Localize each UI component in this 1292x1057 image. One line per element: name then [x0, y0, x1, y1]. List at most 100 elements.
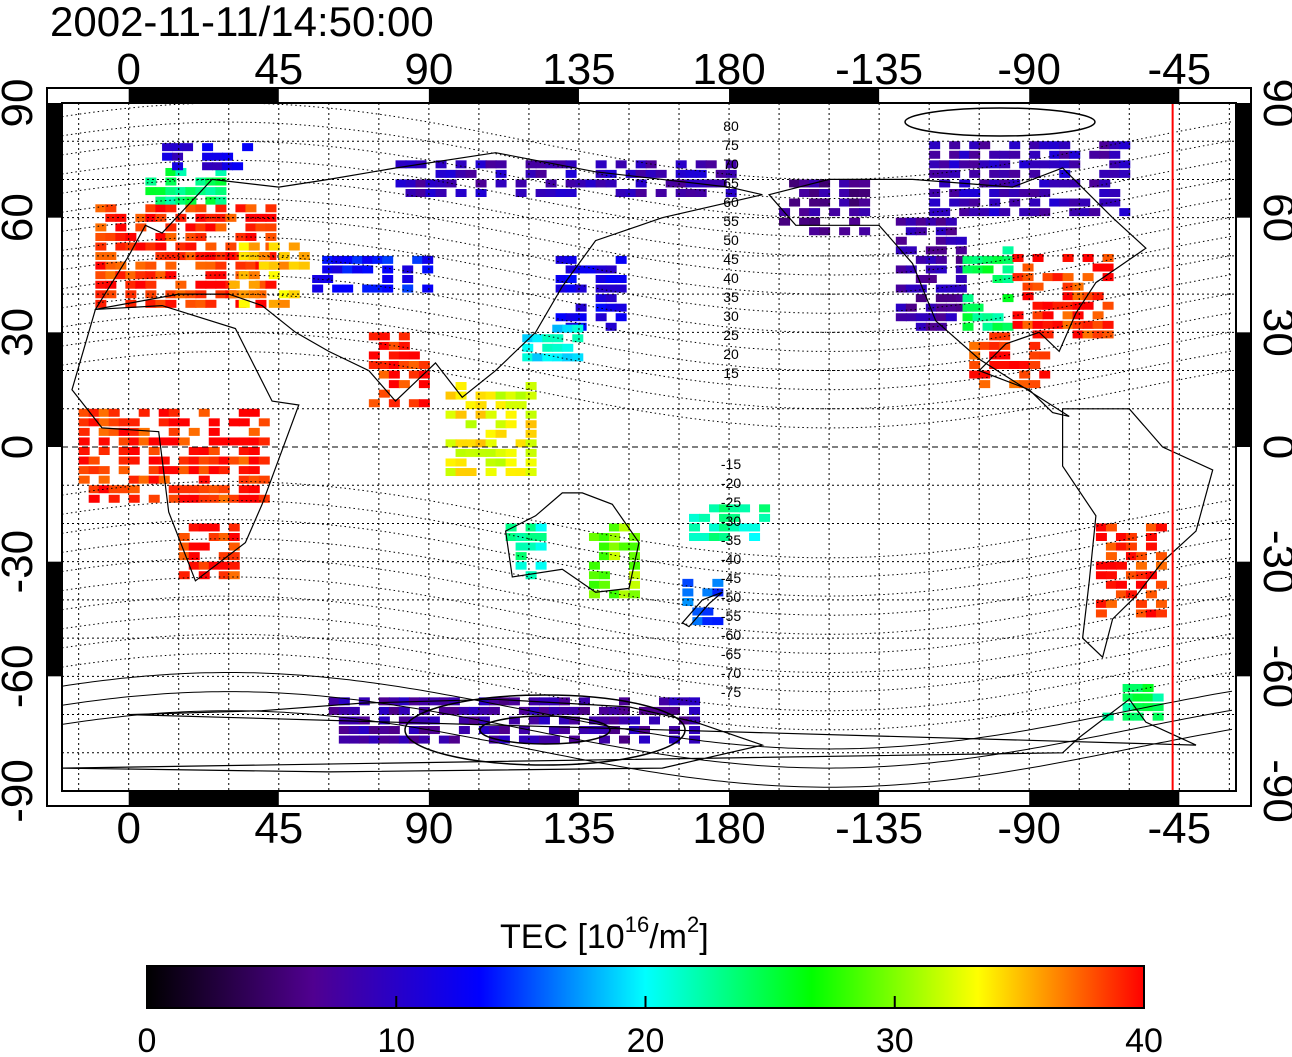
tec-cell — [328, 697, 340, 706]
tec-cell — [465, 448, 477, 457]
tec-cell — [458, 726, 470, 735]
colorbar-tick-label: 30 — [876, 1022, 914, 1057]
tec-cell — [465, 439, 477, 448]
tec-cell — [689, 513, 701, 522]
tec-cell — [88, 494, 100, 503]
tec-cell — [689, 523, 701, 532]
tec-cell — [929, 160, 941, 169]
tec-cell — [165, 299, 177, 308]
tec-cell — [1042, 330, 1054, 339]
tec-cell — [1145, 542, 1157, 551]
tec-cell — [138, 427, 150, 436]
tec-cell — [485, 410, 497, 419]
tec-cell — [145, 177, 157, 186]
contour-line — [62, 500, 1233, 578]
tec-cell — [945, 236, 957, 245]
tec-cell — [929, 169, 941, 178]
tec-cell — [1099, 179, 1111, 188]
tec-cell — [1039, 160, 1051, 169]
tec-cell — [999, 208, 1011, 217]
tec-cell — [562, 353, 574, 362]
tec-cell — [1042, 320, 1054, 329]
tec-cell — [1062, 311, 1074, 320]
tec-cell — [255, 290, 267, 299]
tec-cell — [1039, 189, 1051, 197]
tec-cell — [618, 590, 630, 599]
tec-cell — [635, 189, 647, 197]
tec-cell — [358, 697, 370, 706]
tec-cell — [1079, 198, 1091, 207]
tec-cell — [729, 523, 741, 532]
tec-cell — [428, 716, 440, 725]
tec-cell — [238, 418, 250, 427]
tec-cell — [202, 143, 214, 152]
tec-cell — [1039, 179, 1051, 188]
tec-cell — [398, 735, 410, 744]
tec-cell — [348, 735, 360, 744]
tec-cell — [195, 261, 207, 270]
contour-line — [62, 140, 1233, 219]
tec-cell — [1009, 141, 1021, 150]
left-lat-tick-label: 90 — [0, 79, 42, 128]
tec-cell — [1092, 311, 1104, 320]
tec-cell — [268, 242, 280, 251]
tec-cell — [1062, 273, 1074, 282]
tec-cell — [535, 160, 547, 169]
tec-cell — [789, 179, 801, 188]
tec-cell — [368, 332, 380, 341]
tec-cell — [999, 169, 1011, 178]
colorbar-title-unit: /m — [649, 918, 687, 956]
tec-cell — [595, 160, 607, 169]
tec-cell — [445, 169, 457, 178]
tec-cell — [195, 223, 207, 232]
tec-cell — [238, 456, 250, 465]
tec-cell — [608, 716, 620, 725]
tec-cell — [95, 232, 107, 241]
contour-line — [62, 217, 1233, 295]
tec-cell — [565, 189, 577, 197]
tec-cell — [1002, 246, 1014, 255]
contour-label: 75 — [723, 137, 739, 153]
tec-region — [1095, 523, 1167, 618]
tec-cell — [455, 448, 467, 457]
frame-band — [128, 88, 279, 103]
contour-label: -45 — [721, 570, 741, 586]
tec-cell — [575, 265, 587, 274]
tec-cell — [228, 280, 240, 289]
tec-cell — [719, 504, 731, 513]
tec-cell — [905, 227, 917, 236]
bottom-lon-tick-label: -45 — [1148, 804, 1212, 853]
tec-cell — [128, 485, 140, 494]
top-lon-tick-label: 45 — [254, 45, 303, 94]
tec-cell — [935, 303, 947, 312]
tec-cell — [905, 284, 917, 293]
tec-cell — [615, 275, 627, 283]
tec-cell — [125, 232, 137, 241]
contour-line — [62, 293, 1233, 372]
tec-cell — [505, 468, 517, 477]
tec-cell — [532, 353, 544, 362]
tec-cell — [635, 179, 647, 188]
tec-cell — [1132, 712, 1144, 721]
tec-cell — [859, 189, 871, 197]
tec-cell — [969, 341, 981, 350]
tec-cell — [505, 420, 517, 429]
left-lat-tick-label: 60 — [0, 193, 42, 242]
tec-cell — [478, 706, 490, 715]
tec-cell — [95, 252, 107, 261]
tec-cell — [839, 227, 851, 236]
tec-cell — [1082, 320, 1094, 329]
tec-cell — [982, 313, 994, 322]
tec-cell — [105, 290, 117, 299]
tec-cell — [208, 466, 220, 475]
tec-cell — [215, 167, 227, 176]
tec-cell — [749, 523, 761, 532]
tec-cell — [78, 475, 90, 484]
contour-label: 55 — [723, 213, 739, 229]
tec-cell — [238, 290, 250, 299]
tec-cell — [915, 275, 927, 283]
tec-cell — [255, 280, 267, 289]
tec-cell — [555, 275, 567, 283]
tec-cell — [178, 456, 190, 465]
tec-cell — [598, 735, 610, 744]
